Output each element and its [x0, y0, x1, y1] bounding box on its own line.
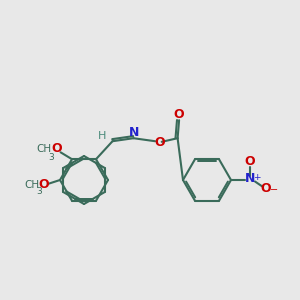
Text: O: O [261, 182, 272, 195]
Text: O: O [38, 178, 49, 191]
Text: −: − [270, 184, 278, 195]
Text: 3: 3 [49, 153, 55, 162]
Text: O: O [174, 108, 184, 121]
Text: 3: 3 [36, 187, 42, 196]
Text: O: O [154, 136, 165, 149]
Text: O: O [244, 155, 255, 168]
Text: CH: CH [37, 144, 52, 154]
Text: O: O [51, 142, 62, 155]
Text: CH: CH [25, 180, 40, 190]
Text: +: + [254, 172, 261, 182]
Text: N: N [245, 172, 255, 185]
Text: N: N [129, 126, 139, 139]
Text: H: H [98, 131, 106, 141]
